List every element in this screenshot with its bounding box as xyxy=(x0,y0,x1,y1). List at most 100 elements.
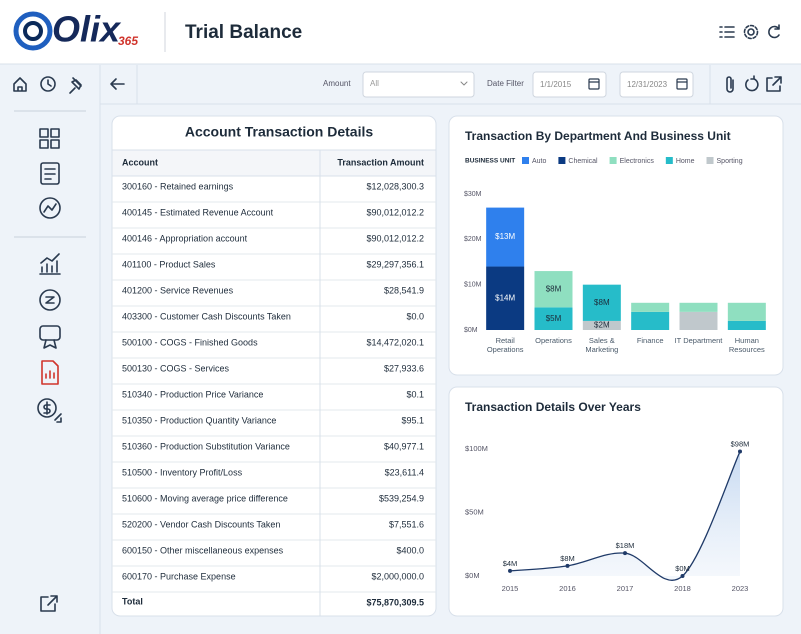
table-title: Account Transaction Details xyxy=(185,124,373,140)
cell: $28,541.9 xyxy=(384,285,424,295)
dashboard-icon[interactable] xyxy=(39,128,60,149)
point xyxy=(680,574,685,578)
amount-select[interactable] xyxy=(362,71,475,98)
cell: $12,028,300.3 xyxy=(366,181,424,191)
cell: 510600 - Moving average price difference xyxy=(122,493,288,503)
table-header xyxy=(111,149,437,177)
legend-swatch xyxy=(609,157,617,164)
list-icon[interactable] xyxy=(719,26,735,38)
export-icon[interactable] xyxy=(766,76,782,92)
amount-label: Amount xyxy=(323,79,351,88)
point xyxy=(508,568,512,573)
cell: $23,611.4 xyxy=(385,467,424,477)
cell: $0.1 xyxy=(406,389,424,399)
bar-segment xyxy=(679,311,718,330)
cell: 300160 - Retained earnings xyxy=(122,181,234,191)
chevron xyxy=(460,81,468,86)
cell: 500100 - COGS - Finished Goods xyxy=(122,337,258,347)
y-tick-label: $0M xyxy=(465,571,480,580)
data-label: $98M xyxy=(731,440,750,449)
x-tick-label: Finance xyxy=(636,336,664,345)
date-from-input[interactable] xyxy=(532,71,607,98)
home-icon[interactable] xyxy=(13,77,27,92)
pin-icon[interactable] xyxy=(69,77,82,94)
x-tick-label: 2023 xyxy=(732,584,749,593)
sidebar xyxy=(0,65,100,634)
cell: $90,012,012.2 xyxy=(366,233,424,243)
y-tick-label: $10M xyxy=(464,282,482,289)
cell: 520200 - Vendor Cash Discounts Taken xyxy=(122,519,280,529)
x-tick-label: Human Resources xyxy=(728,336,765,354)
finance-icon[interactable] xyxy=(39,289,61,311)
calendar-icon[interactable] xyxy=(588,78,600,90)
x-tick-label: IT Department xyxy=(674,336,723,345)
external-link-icon[interactable] xyxy=(40,595,58,612)
bar-segment xyxy=(486,207,525,267)
x-tick-label-box: Retail Operations xyxy=(486,336,524,354)
y-tick-label: $50M xyxy=(465,507,484,516)
attach-icon[interactable] xyxy=(726,76,734,93)
x-tick-label: 2018 xyxy=(674,584,691,593)
cell: 400146 - Appropriation account xyxy=(122,233,248,243)
cell: $7,551.6 xyxy=(389,519,424,529)
x-tick-label: Operations xyxy=(535,336,572,345)
x-tick-label-box: Human Resources xyxy=(728,336,765,354)
line xyxy=(509,451,741,581)
point xyxy=(623,551,627,556)
column-header: Transaction Amount xyxy=(337,157,424,167)
point xyxy=(738,449,742,454)
x-tick-label: 2017 xyxy=(617,584,634,593)
history-icon[interactable] xyxy=(40,76,56,92)
x-tick-label: 2016 xyxy=(559,584,576,593)
cell: 403300 - Customer Cash Discounts Taken xyxy=(122,311,291,321)
legend-swatch xyxy=(665,157,673,164)
point xyxy=(565,563,570,568)
legend-title: BUSINESS UNIT xyxy=(465,158,515,165)
legend-label: Sporting xyxy=(717,158,743,165)
data-label: $4M xyxy=(503,559,518,568)
data-label: $0M xyxy=(675,564,690,573)
bar-segment xyxy=(727,320,766,330)
reset-icon[interactable] xyxy=(745,75,759,92)
cell: $40,977.1 xyxy=(384,441,424,451)
back-icon[interactable] xyxy=(110,78,125,90)
legend-label: Chemical xyxy=(568,158,598,165)
cell: 510360 - Production Substitution Varianc… xyxy=(122,441,290,451)
y-tick-label: $0M xyxy=(464,327,478,334)
cell: 401200 - Service Revenues xyxy=(122,285,234,295)
data-label: $8M xyxy=(546,284,562,293)
x-tick-label: Sales & Marketing xyxy=(585,336,619,354)
x-tick-label-box: Sales & Marketing xyxy=(585,336,619,354)
data-label: $5M xyxy=(546,314,562,323)
data-label: $8M xyxy=(560,554,575,563)
total-value: $75,870,309.5 xyxy=(366,597,424,607)
cell: $95.1 xyxy=(401,415,424,425)
analytics-icon[interactable] xyxy=(39,197,61,219)
cell: $90,012,012.2 xyxy=(366,207,424,217)
chart-title: Transaction By Department And Business U… xyxy=(465,129,731,143)
calendar-icon[interactable] xyxy=(676,78,688,90)
logo-suffix: 365 xyxy=(118,34,138,48)
total-label: Total xyxy=(122,596,143,606)
document-icon[interactable] xyxy=(41,360,59,385)
money-icon[interactable] xyxy=(37,398,62,423)
x-tick-label: Retail Operations xyxy=(486,336,524,354)
cell: 600150 - Other miscellaneous expenses xyxy=(122,545,284,555)
cell: 510350 - Production Quantity Variance xyxy=(122,415,276,425)
bar-segment xyxy=(534,307,573,330)
bar-segment xyxy=(679,302,718,312)
column-header: Account xyxy=(122,157,158,167)
refresh-icon[interactable] xyxy=(768,24,780,39)
x-tick-label-box: Finance xyxy=(636,336,664,345)
report-icon[interactable] xyxy=(40,162,60,185)
legend-label: Electronics xyxy=(620,158,655,165)
legend-swatch xyxy=(706,157,714,164)
settings-icon[interactable] xyxy=(743,24,759,40)
award-icon[interactable] xyxy=(39,325,61,349)
date-filter-label: Date Filter xyxy=(487,79,524,88)
x-tick-label-box: Operations xyxy=(535,336,572,345)
growth-icon[interactable] xyxy=(39,253,61,275)
cell: 600170 - Purchase Expense xyxy=(122,571,236,581)
date-to-input[interactable] xyxy=(619,71,694,98)
